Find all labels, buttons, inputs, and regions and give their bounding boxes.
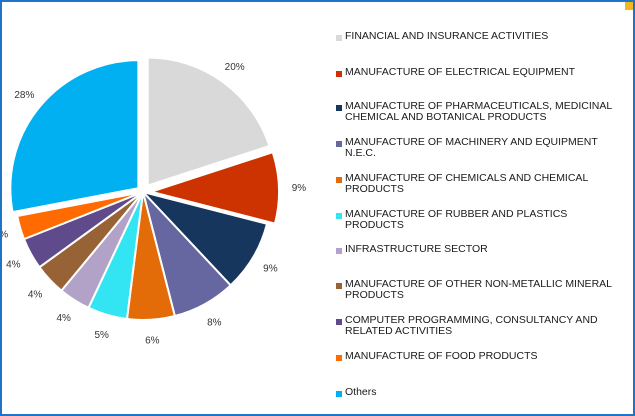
- legend-item: MANUFACTURE OF OTHER NON-METALLIC MINERA…: [336, 279, 628, 301]
- legend-label: INFRASTRUCTURE SECTOR: [345, 243, 488, 255]
- legend-label: MANUFACTURE OF MACHINERY AND EQUIPMENT N…: [345, 136, 598, 159]
- legend-swatch: [336, 283, 342, 289]
- legend-label: MANUFACTURE OF PHARMACEUTICALS, MEDICINA…: [345, 100, 612, 123]
- legend-swatch: [336, 71, 342, 77]
- legend-label: MANUFACTURE OF FOOD PRODUCTS: [345, 350, 538, 362]
- legend-swatch: [336, 355, 342, 361]
- slice-percent-label: 4%: [56, 313, 71, 324]
- legend-item: MANUFACTURE OF MACHINERY AND EQUIPMENT N…: [336, 137, 628, 159]
- legend-swatch: [336, 319, 342, 325]
- legend-item: MANUFACTURE OF RUBBER AND PLASTICS PRODU…: [336, 209, 628, 231]
- slice-percent-label: 20%: [225, 62, 245, 73]
- legend-label: Others: [345, 386, 377, 398]
- slice-percent-label: 28%: [14, 90, 34, 101]
- legend-item: MANUFACTURE OF ELECTRICAL EQUIPMENT: [336, 67, 628, 78]
- pie-slice-1: [146, 56, 271, 187]
- slice-percent-label: 6%: [145, 336, 160, 347]
- legend-label: COMPUTER PROGRAMMING, CONSULTANCY AND RE…: [345, 314, 598, 337]
- legend-item: COMPUTER PROGRAMMING, CONSULTANCY AND RE…: [336, 315, 628, 337]
- legend-item: FINANCIAL AND INSURANCE ACTIVITIES: [336, 31, 628, 42]
- slice-percent-label: 9%: [292, 183, 307, 194]
- slice-percent-label: 5%: [94, 330, 109, 341]
- slice-percent-label: 4%: [6, 259, 21, 270]
- pie-slice-11: [9, 59, 140, 214]
- corner-accent: [625, 2, 633, 10]
- slice-percent-label: 4%: [28, 289, 43, 300]
- legend-item: MANUFACTURE OF CHEMICALS AND CHEMICAL PR…: [336, 173, 628, 195]
- pie-slice-2: [147, 150, 280, 225]
- legend-swatch: [336, 213, 342, 219]
- legend-swatch: [336, 177, 342, 183]
- legend-swatch: [336, 391, 342, 397]
- legend-swatch: [336, 141, 342, 147]
- legend-label: MANUFACTURE OF CHEMICALS AND CHEMICAL PR…: [345, 172, 588, 195]
- legend-item: INFRASTRUCTURE SECTOR: [336, 244, 628, 255]
- legend-label: MANUFACTURE OF RUBBER AND PLASTICS PRODU…: [345, 208, 568, 231]
- legend-label: MANUFACTURE OF OTHER NON-METALLIC MINERA…: [345, 278, 612, 301]
- legend-label: FINANCIAL AND INSURANCE ACTIVITIES: [345, 30, 549, 42]
- legend-item: MANUFACTURE OF FOOD PRODUCTS: [336, 351, 628, 362]
- slice-percent-label: 3%: [2, 229, 8, 240]
- legend-item: MANUFACTURE OF PHARMACEUTICALS, MEDICINA…: [336, 101, 628, 123]
- slice-percent-label: 8%: [207, 318, 222, 329]
- legend-swatch: [336, 105, 342, 111]
- legend-label: MANUFACTURE OF ELECTRICAL EQUIPMENT: [345, 66, 576, 78]
- legend-swatch: [336, 35, 342, 41]
- legend-item: Others: [336, 387, 628, 398]
- slice-percent-label: 9%: [263, 263, 278, 274]
- pie-slice-10: [16, 191, 144, 241]
- legend-swatch: [336, 248, 342, 254]
